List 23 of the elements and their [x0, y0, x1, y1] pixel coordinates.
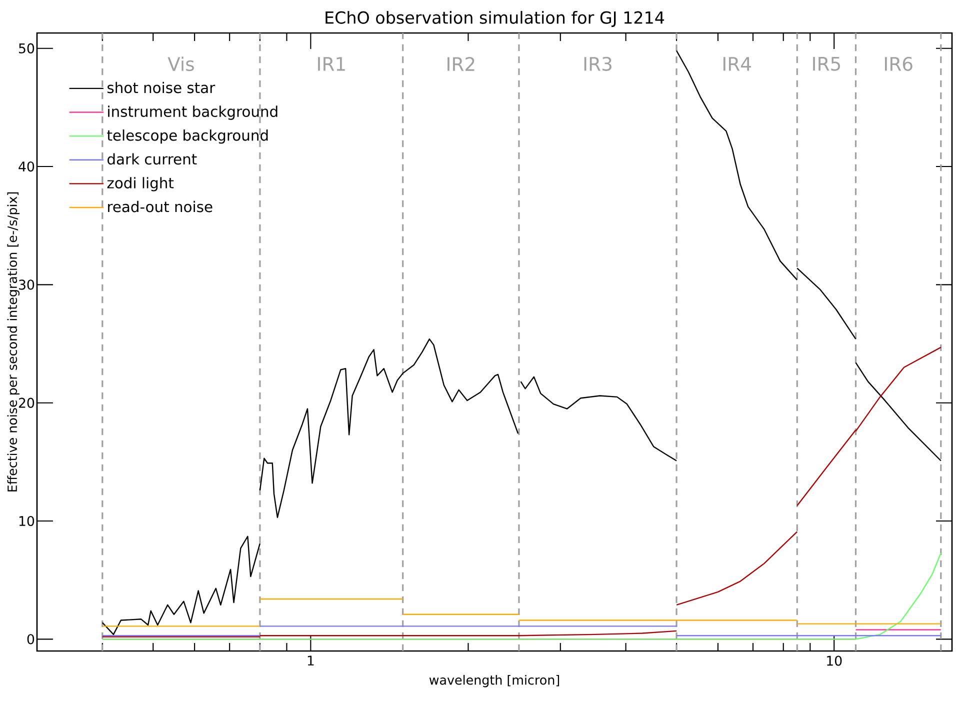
- legend-label: read-out noise: [108, 200, 212, 212]
- legend-label: telescope background: [107, 129, 268, 144]
- annotation: IR1: [318, 57, 345, 71]
- legend-label: instrument background: [108, 106, 278, 120]
- y-tick-label: 10: [19, 516, 34, 526]
- y-tick-label: 0: [27, 634, 34, 644]
- annotation: IR4: [723, 57, 751, 71]
- annotation: IR5: [813, 56, 840, 71]
- x-tick-label: 1: [308, 656, 314, 666]
- y-tick-label: 30: [19, 280, 34, 290]
- annotation: IR3: [584, 56, 612, 71]
- y-tick-label: 50: [19, 43, 34, 54]
- legend-label: dark current: [108, 153, 197, 165]
- chart-title: EChO observation simulation for GJ 1214: [326, 10, 664, 27]
- legend-label: zodi light: [107, 177, 174, 192]
- y-tick-label: 40: [18, 161, 34, 172]
- legend-label: shot noise star: [108, 82, 216, 94]
- x-axis-title: wavelength [micron]: [429, 674, 560, 688]
- y-tick-label: 20: [18, 398, 34, 408]
- annotation: IR2: [448, 56, 474, 71]
- y-axis-title: Effective noise per second integration [e-/s/pix]: [7, 192, 20, 492]
- annotation: IR6: [884, 56, 912, 71]
- annotation: Vis: [168, 56, 194, 72]
